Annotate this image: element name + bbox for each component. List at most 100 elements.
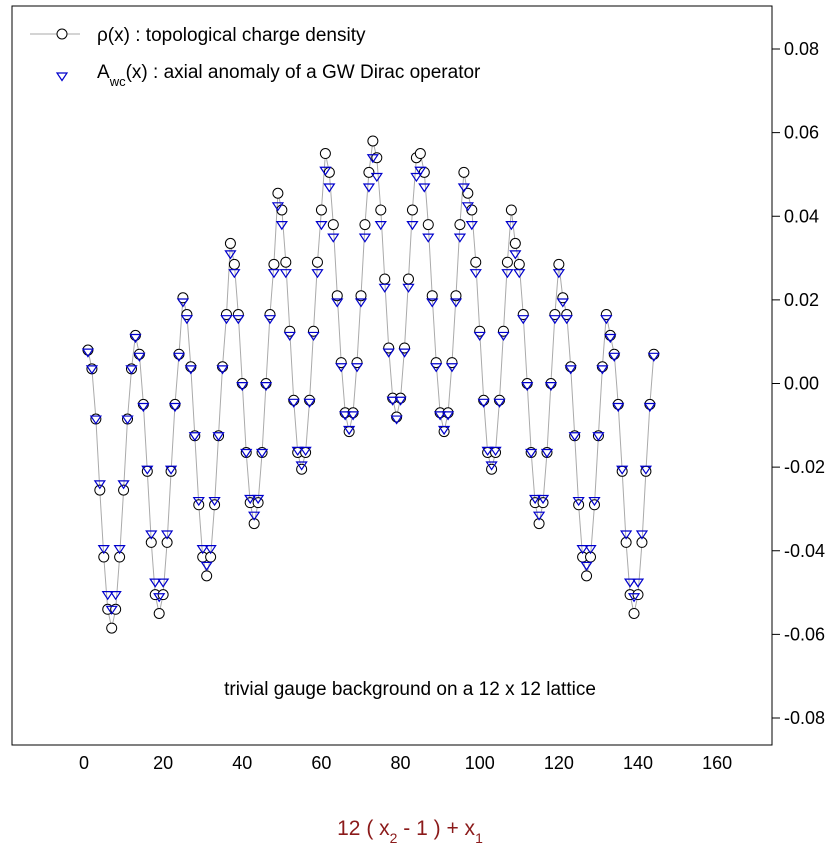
rho-point bbox=[363, 166, 375, 178]
awc-point bbox=[457, 183, 471, 193]
rho-point bbox=[604, 329, 616, 341]
legend-subscript: wc bbox=[109, 74, 126, 89]
awc-point bbox=[434, 411, 447, 421]
rho-point bbox=[260, 378, 272, 389]
series-layer bbox=[81, 135, 660, 634]
awc-point bbox=[105, 605, 118, 615]
awc-point bbox=[168, 402, 182, 413]
awc-point bbox=[275, 221, 288, 231]
rho-point bbox=[181, 309, 193, 321]
rho-point bbox=[304, 394, 316, 406]
rho-point bbox=[114, 551, 126, 563]
rho-point bbox=[177, 292, 189, 304]
awc-point bbox=[299, 446, 312, 456]
awc-point bbox=[493, 398, 506, 408]
awc-point bbox=[346, 411, 360, 421]
awc-point bbox=[335, 363, 348, 373]
awc-point bbox=[386, 396, 399, 406]
awc-point bbox=[576, 545, 589, 555]
x-axis-label: 12 ( x2 - 1 ) + x1 bbox=[337, 817, 483, 846]
awc-point bbox=[319, 166, 332, 176]
rho-point bbox=[557, 292, 569, 304]
rho-point bbox=[501, 256, 513, 268]
awc-point bbox=[366, 154, 379, 164]
rho-point bbox=[355, 290, 367, 302]
rho-point bbox=[513, 258, 525, 270]
axes: 0 20 40 60 80 100 120 140 160 -0.08 -0.06 -0.04 -0.0… bbox=[79, 39, 825, 773]
rho-point bbox=[98, 551, 110, 563]
rho-point bbox=[446, 357, 458, 369]
awc-point bbox=[620, 530, 633, 540]
y-tick-label: 0.02 bbox=[784, 290, 819, 310]
rho-point bbox=[185, 361, 197, 373]
awc-point bbox=[608, 352, 621, 362]
awc-point bbox=[532, 511, 546, 521]
rho-point bbox=[636, 536, 648, 548]
x-tick-label: 80 bbox=[391, 753, 411, 773]
x-tick-label: 160 bbox=[702, 753, 732, 773]
rho-point bbox=[391, 411, 403, 423]
awc-point bbox=[267, 269, 281, 279]
awc-point bbox=[441, 411, 455, 421]
legend: ρ(x) : topological charge density Awc(x) … bbox=[30, 25, 481, 89]
awc-point bbox=[426, 298, 439, 308]
x-tick-label: 140 bbox=[623, 753, 653, 773]
awc-point bbox=[117, 480, 130, 490]
awc-point bbox=[485, 461, 498, 471]
x-label-subscript: 1 bbox=[475, 830, 483, 846]
rho-point bbox=[517, 309, 529, 321]
awc-point bbox=[489, 446, 502, 456]
rho-point bbox=[521, 378, 533, 389]
awc-point bbox=[240, 448, 253, 459]
rho-point bbox=[284, 325, 296, 337]
y-tick-label: 0.08 bbox=[784, 39, 819, 59]
rho-point bbox=[201, 570, 213, 582]
awc-point bbox=[137, 402, 150, 413]
rho-point bbox=[280, 256, 292, 268]
rho-point bbox=[118, 484, 130, 496]
awc-point bbox=[596, 365, 609, 375]
rho-point bbox=[315, 204, 327, 216]
rho-point bbox=[505, 204, 517, 216]
awc-point bbox=[643, 402, 656, 413]
awc-point bbox=[418, 183, 431, 193]
rho-point bbox=[217, 361, 228, 373]
awc-point bbox=[600, 315, 613, 325]
x-tick-label: 100 bbox=[465, 753, 495, 773]
awc-point bbox=[616, 465, 629, 475]
awc-point bbox=[612, 402, 625, 413]
awc-point bbox=[295, 461, 308, 471]
x-tick-label: 60 bbox=[311, 753, 331, 773]
awc-point bbox=[291, 446, 304, 456]
awc-point bbox=[196, 545, 209, 555]
rho-point bbox=[268, 258, 280, 270]
rho-point bbox=[351, 357, 363, 369]
awc-point bbox=[560, 315, 573, 325]
awc-point bbox=[339, 411, 352, 421]
rho-point bbox=[228, 258, 240, 270]
rho-point bbox=[129, 329, 141, 341]
awc-point bbox=[307, 331, 320, 341]
rho-point bbox=[288, 394, 300, 406]
awc-point bbox=[572, 496, 585, 507]
awc-point bbox=[157, 578, 170, 588]
awc-point bbox=[97, 545, 110, 555]
awc-point bbox=[509, 250, 522, 260]
awc-point bbox=[544, 381, 558, 392]
rho-point bbox=[533, 518, 545, 530]
awc-point bbox=[85, 365, 99, 375]
awc-point bbox=[525, 448, 538, 459]
rho-point bbox=[133, 348, 145, 360]
awc-point bbox=[109, 591, 122, 601]
awc-point bbox=[287, 398, 300, 408]
rho-point bbox=[220, 309, 232, 321]
awc-point bbox=[568, 432, 581, 442]
series-rho-line bbox=[87, 140, 655, 629]
y-tick-label: 0.04 bbox=[784, 206, 819, 226]
awc-point bbox=[153, 593, 166, 603]
awc-point bbox=[552, 269, 565, 279]
x-tick-label: 40 bbox=[232, 753, 252, 773]
awc-point bbox=[271, 202, 285, 212]
awc-point bbox=[513, 269, 526, 279]
awc-point bbox=[327, 233, 340, 243]
